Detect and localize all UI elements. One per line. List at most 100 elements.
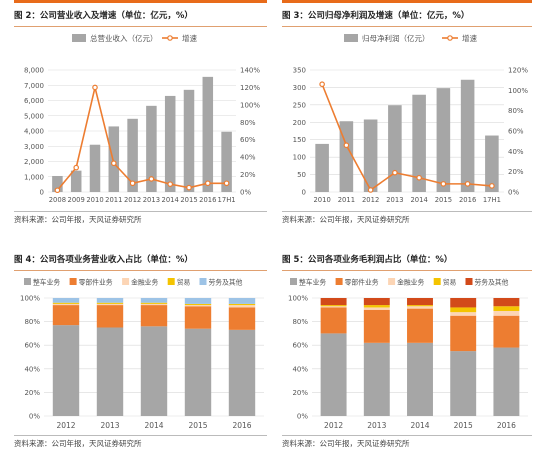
x-tick-label: 2010	[86, 196, 103, 204]
stacked-bar-segment	[184, 305, 212, 307]
y-tick-label: 0	[40, 189, 44, 197]
stacked-bar-segment	[52, 325, 80, 416]
bar	[146, 105, 157, 192]
bar	[363, 119, 378, 192]
bar	[202, 76, 214, 192]
growth-marker	[167, 181, 174, 187]
bar	[108, 126, 120, 192]
panel-gross-profit-mix: 图 5：公司各项业务毛利润占比（单位：%） 0% 20% 40% 60% 80% 100%…	[282, 254, 532, 449]
bar	[315, 143, 329, 192]
x-tick-label: 2014	[410, 196, 427, 204]
legend-label: 劳务及其他	[209, 278, 243, 287]
growth-marker	[92, 84, 98, 91]
stacked-bar-segment	[96, 302, 124, 304]
stacked-bar-segment	[52, 302, 80, 304]
y-tick-label: 40%	[292, 365, 308, 373]
x-tick-label: 2016	[232, 421, 251, 430]
y2-tick-label: 60%	[508, 128, 524, 136]
legend-swatch	[335, 278, 343, 285]
y-tick-label: 20%	[292, 389, 308, 397]
stacked-bar-segment	[228, 303, 256, 306]
growth-marker	[416, 174, 422, 181]
title-rule	[14, 26, 267, 27]
stacked-bar-segment	[363, 307, 390, 310]
x-tick-label: 2013	[386, 196, 403, 204]
stacked-bar-segment	[140, 298, 168, 303]
stacked-bar-segment	[184, 306, 212, 329]
y-tick-label: 0%	[297, 413, 308, 421]
stacked-bar-segment	[96, 305, 124, 328]
y2-tick-label: 120%	[240, 84, 260, 92]
growth-marker	[343, 142, 350, 149]
growth-marker	[223, 180, 230, 187]
source-rule	[14, 435, 267, 436]
legend-swatch	[167, 278, 175, 285]
y-tick-label: 5,000	[24, 112, 44, 120]
stacked-bar-segment	[320, 307, 347, 334]
panel-title: 图 2：公司营业收入及增速（单位：亿元，%）	[14, 11, 193, 21]
stacked-bar-segment	[407, 298, 433, 306]
x-tick-label: 2012	[324, 421, 343, 430]
source-rule	[14, 211, 267, 212]
y-tick-label: 0	[302, 189, 306, 197]
title-rule	[282, 26, 532, 27]
bar	[52, 175, 63, 192]
y-tick-label: 8,000	[24, 67, 44, 75]
stacked-bar-segment	[407, 305, 433, 307]
bar	[164, 95, 176, 192]
legend-marker	[447, 35, 453, 41]
stacked-bar-segment	[96, 327, 124, 416]
bar	[436, 88, 451, 192]
stacked-bar-segment	[407, 306, 433, 309]
x-tick-label: 2011	[338, 196, 355, 204]
stacked-bar-segment	[407, 342, 433, 416]
stacked-bar-segment	[450, 298, 477, 308]
legend-label: 贸易	[177, 278, 191, 287]
bar	[485, 135, 499, 192]
growth-marker	[367, 187, 374, 193]
growth-marker	[111, 160, 117, 167]
growth-marker	[73, 164, 80, 171]
x-tick-label: 2009	[68, 196, 85, 204]
panel-revenue-mix: 图 4：公司各项业务营业收入占比（单位：%） 0% 20% 40% 60% 80% 100…	[14, 254, 267, 449]
x-tick-label: 2012	[362, 196, 379, 204]
legend-label: 贸易	[443, 278, 457, 287]
x-tick-label: 2016	[459, 196, 476, 204]
source-note: 资料来源：公司年报，天风证券研究所	[14, 215, 142, 224]
revenue-mix-chart: 0% 20% 40% 60% 80% 100% 2012 2013 2014 2015 2016 整车…	[20, 278, 264, 430]
y2-tick-label: 0%	[240, 189, 251, 197]
x-tick-label: 2016	[497, 421, 516, 430]
bar	[388, 105, 402, 192]
stacked-bar-segment	[52, 298, 80, 303]
stacked-bar-segment	[363, 342, 390, 416]
y-tick-label: 4,000	[24, 128, 44, 136]
bar	[70, 170, 82, 192]
legend-label-bar: 归母净利润（亿元）	[362, 33, 430, 43]
growth-marker	[54, 187, 61, 194]
growth-marker	[186, 184, 192, 191]
y2-tick-label: 120%	[508, 67, 528, 75]
legend-swatch-bar	[344, 34, 358, 42]
stacked-bar-segment	[450, 312, 477, 316]
growth-line	[56, 87, 227, 191]
stacked-bar-segment	[140, 302, 168, 304]
legend-label-line: 增速	[462, 33, 477, 43]
legend-label-line: 增速	[182, 33, 197, 43]
source-note: 资料来源：公司年报，天风证券研究所	[282, 439, 410, 448]
x-tick-label: 2013	[100, 421, 119, 430]
stacked-bar-segment	[450, 351, 477, 416]
stacked-bar-segment	[228, 298, 256, 304]
x-tick-label: 2015	[454, 421, 473, 430]
y2-tick-label: 140%	[240, 67, 260, 75]
growth-marker	[205, 180, 211, 187]
bar	[127, 118, 138, 192]
title-rule	[14, 270, 267, 271]
stacked-bar-segment	[450, 315, 477, 352]
y-tick-label: 60%	[24, 342, 40, 350]
stacked-bar-segment	[407, 308, 433, 343]
stacked-bar-segment	[320, 305, 347, 307]
source-note: 资料来源：公司年报，天风证券研究所	[14, 439, 142, 448]
y-tick-label: 0%	[29, 413, 40, 421]
stacked-bar-segment	[493, 315, 520, 348]
growth-marker	[148, 176, 155, 182]
